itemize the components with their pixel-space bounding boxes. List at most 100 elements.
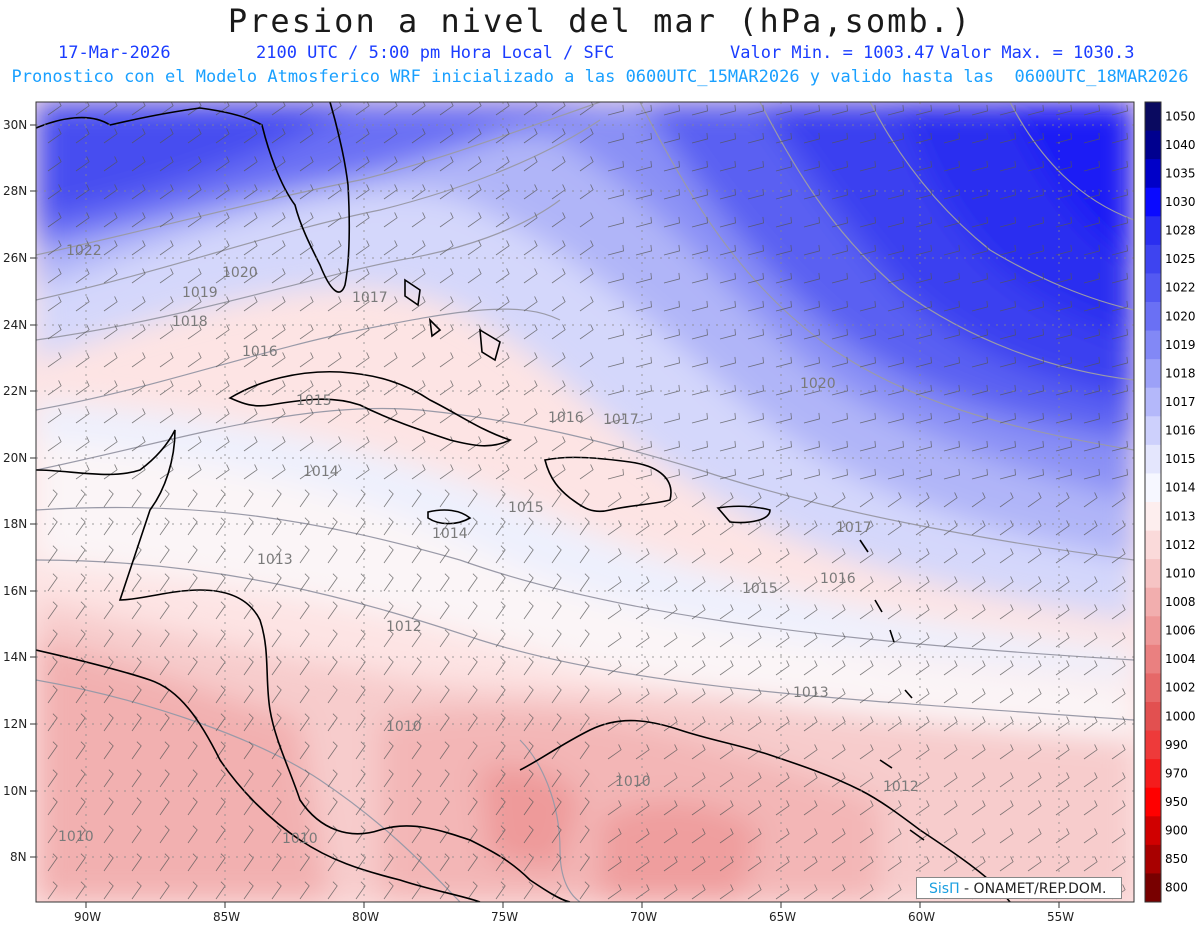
wind-barb [523,408,538,424]
wind-barb [215,545,226,564]
longitude-labels: 90W 85W 80W 75W 70W 65W 60W 55W [74,910,1074,924]
colorbar-label: 1010 [1165,566,1196,580]
wind-barb [607,132,624,144]
wind-barb [915,744,930,760]
colorbar-label: 1018 [1165,366,1196,380]
colorbar-label: 1008 [1165,595,1196,609]
wind-barb [1027,384,1044,396]
wind-barb [999,548,1014,564]
wind-barb [1083,744,1098,760]
wind-barb [495,464,510,480]
wind-barb [1083,576,1098,592]
wind-barb [691,244,708,256]
wind-barb [355,464,370,480]
wind-barb [971,160,988,172]
wind-barb [1027,632,1042,648]
wind-barb [243,380,258,396]
credit-box: SisΠ - ONAMET/REP.DOM. [916,877,1122,899]
lat-label: 18N [3,517,27,531]
colorbar-swatch [1145,502,1161,532]
wind-barb [999,468,1016,480]
wind-barb [1083,856,1098,872]
wind-barb [439,741,450,760]
lat-label: 14N [3,650,27,664]
colorbar-label: 970 [1165,766,1188,780]
wind-barb [915,356,932,368]
wind-barb [999,216,1016,228]
colorbar-swatch [1145,844,1161,874]
wind-barb [999,356,1016,368]
wind-barb [467,380,482,396]
wind-barb [159,853,170,872]
wind-barb [915,104,932,116]
wind-barb [355,545,366,564]
wind-barb [243,601,254,620]
colorbar-label: 990 [1165,738,1188,752]
wind-barb [691,520,706,536]
wind-barb [1055,520,1070,536]
wind-barb [663,772,678,788]
wind-barb [467,184,482,200]
isobar-label: 1012 [386,619,422,635]
isobar-label: 1010 [386,719,422,735]
wind-barb [327,380,342,396]
wind-barb [355,408,370,424]
wind-barb [635,660,650,676]
time-label: 2100 UTC / 5:00 pm Hora Local / SFC [256,43,615,63]
wind-barb [1027,772,1042,788]
lon-label: 85W [213,910,240,924]
wind-barb [355,128,370,144]
wind-barb [495,601,506,620]
wind-barb [103,517,114,536]
wind-barb [383,601,394,620]
wind-barb [383,184,398,200]
wind-barb [663,800,678,816]
wind-barb [887,188,904,200]
wind-barb [47,489,58,508]
wind-barb [887,856,902,872]
wind-barb [439,853,450,872]
wind-barb [691,744,706,760]
colorbar-swatch [1145,559,1161,589]
colorbar-swatch [1145,244,1161,274]
wind-barb [775,492,790,508]
wind-barb [523,601,534,620]
wind-barb [103,240,118,256]
wind-barb [1111,716,1126,732]
wind-barb [411,464,426,480]
wind-barb [47,464,62,480]
wind-barb [467,156,482,172]
isobar-label: 1018 [172,314,208,330]
wind-barb [775,716,790,732]
wind-barb [943,604,958,620]
wind-barb [159,545,170,564]
wind-barb [859,856,874,872]
wind-barb [1111,216,1128,228]
wind-barb [467,517,478,536]
colorbar-label: 900 [1165,824,1188,838]
wind-barb [607,548,622,564]
wind-barb [243,408,258,424]
wind-barb [327,797,338,816]
wind-barb [215,408,230,424]
colorbar-label: 1004 [1165,652,1196,666]
wind-barb [75,629,86,648]
isobar-label: 1015 [296,393,332,409]
lat-label: 8N [10,850,27,864]
wind-barb [691,492,706,508]
wind-barb [747,604,762,620]
wind-barb [523,184,538,200]
wind-barb [327,517,338,536]
wind-barb [355,296,370,312]
wind-barb [299,657,310,676]
wind-barb [299,408,314,424]
wind-barb [467,713,478,732]
wind-barb [551,545,562,564]
colorbar-swatch [1145,816,1161,846]
wind-barb [1083,272,1100,284]
wind-barb [243,489,254,508]
wind-barb [887,328,904,340]
wind-barb [159,517,170,536]
wind-barb [579,825,590,844]
isobar-label: 1014 [303,464,339,480]
